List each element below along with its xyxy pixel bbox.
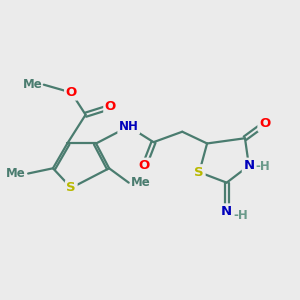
Text: Me: Me xyxy=(23,78,43,91)
Text: N: N xyxy=(221,205,232,218)
Text: Me: Me xyxy=(131,176,151,189)
Text: Me: Me xyxy=(6,167,26,180)
Text: -H: -H xyxy=(255,160,270,173)
Text: -H: -H xyxy=(233,209,248,222)
Text: O: O xyxy=(259,117,270,130)
Text: NH: NH xyxy=(119,120,139,133)
Text: S: S xyxy=(66,182,76,194)
Text: O: O xyxy=(105,100,116,113)
Text: N: N xyxy=(243,159,254,172)
Text: O: O xyxy=(66,86,77,99)
Text: S: S xyxy=(194,166,204,179)
Text: O: O xyxy=(139,159,150,172)
